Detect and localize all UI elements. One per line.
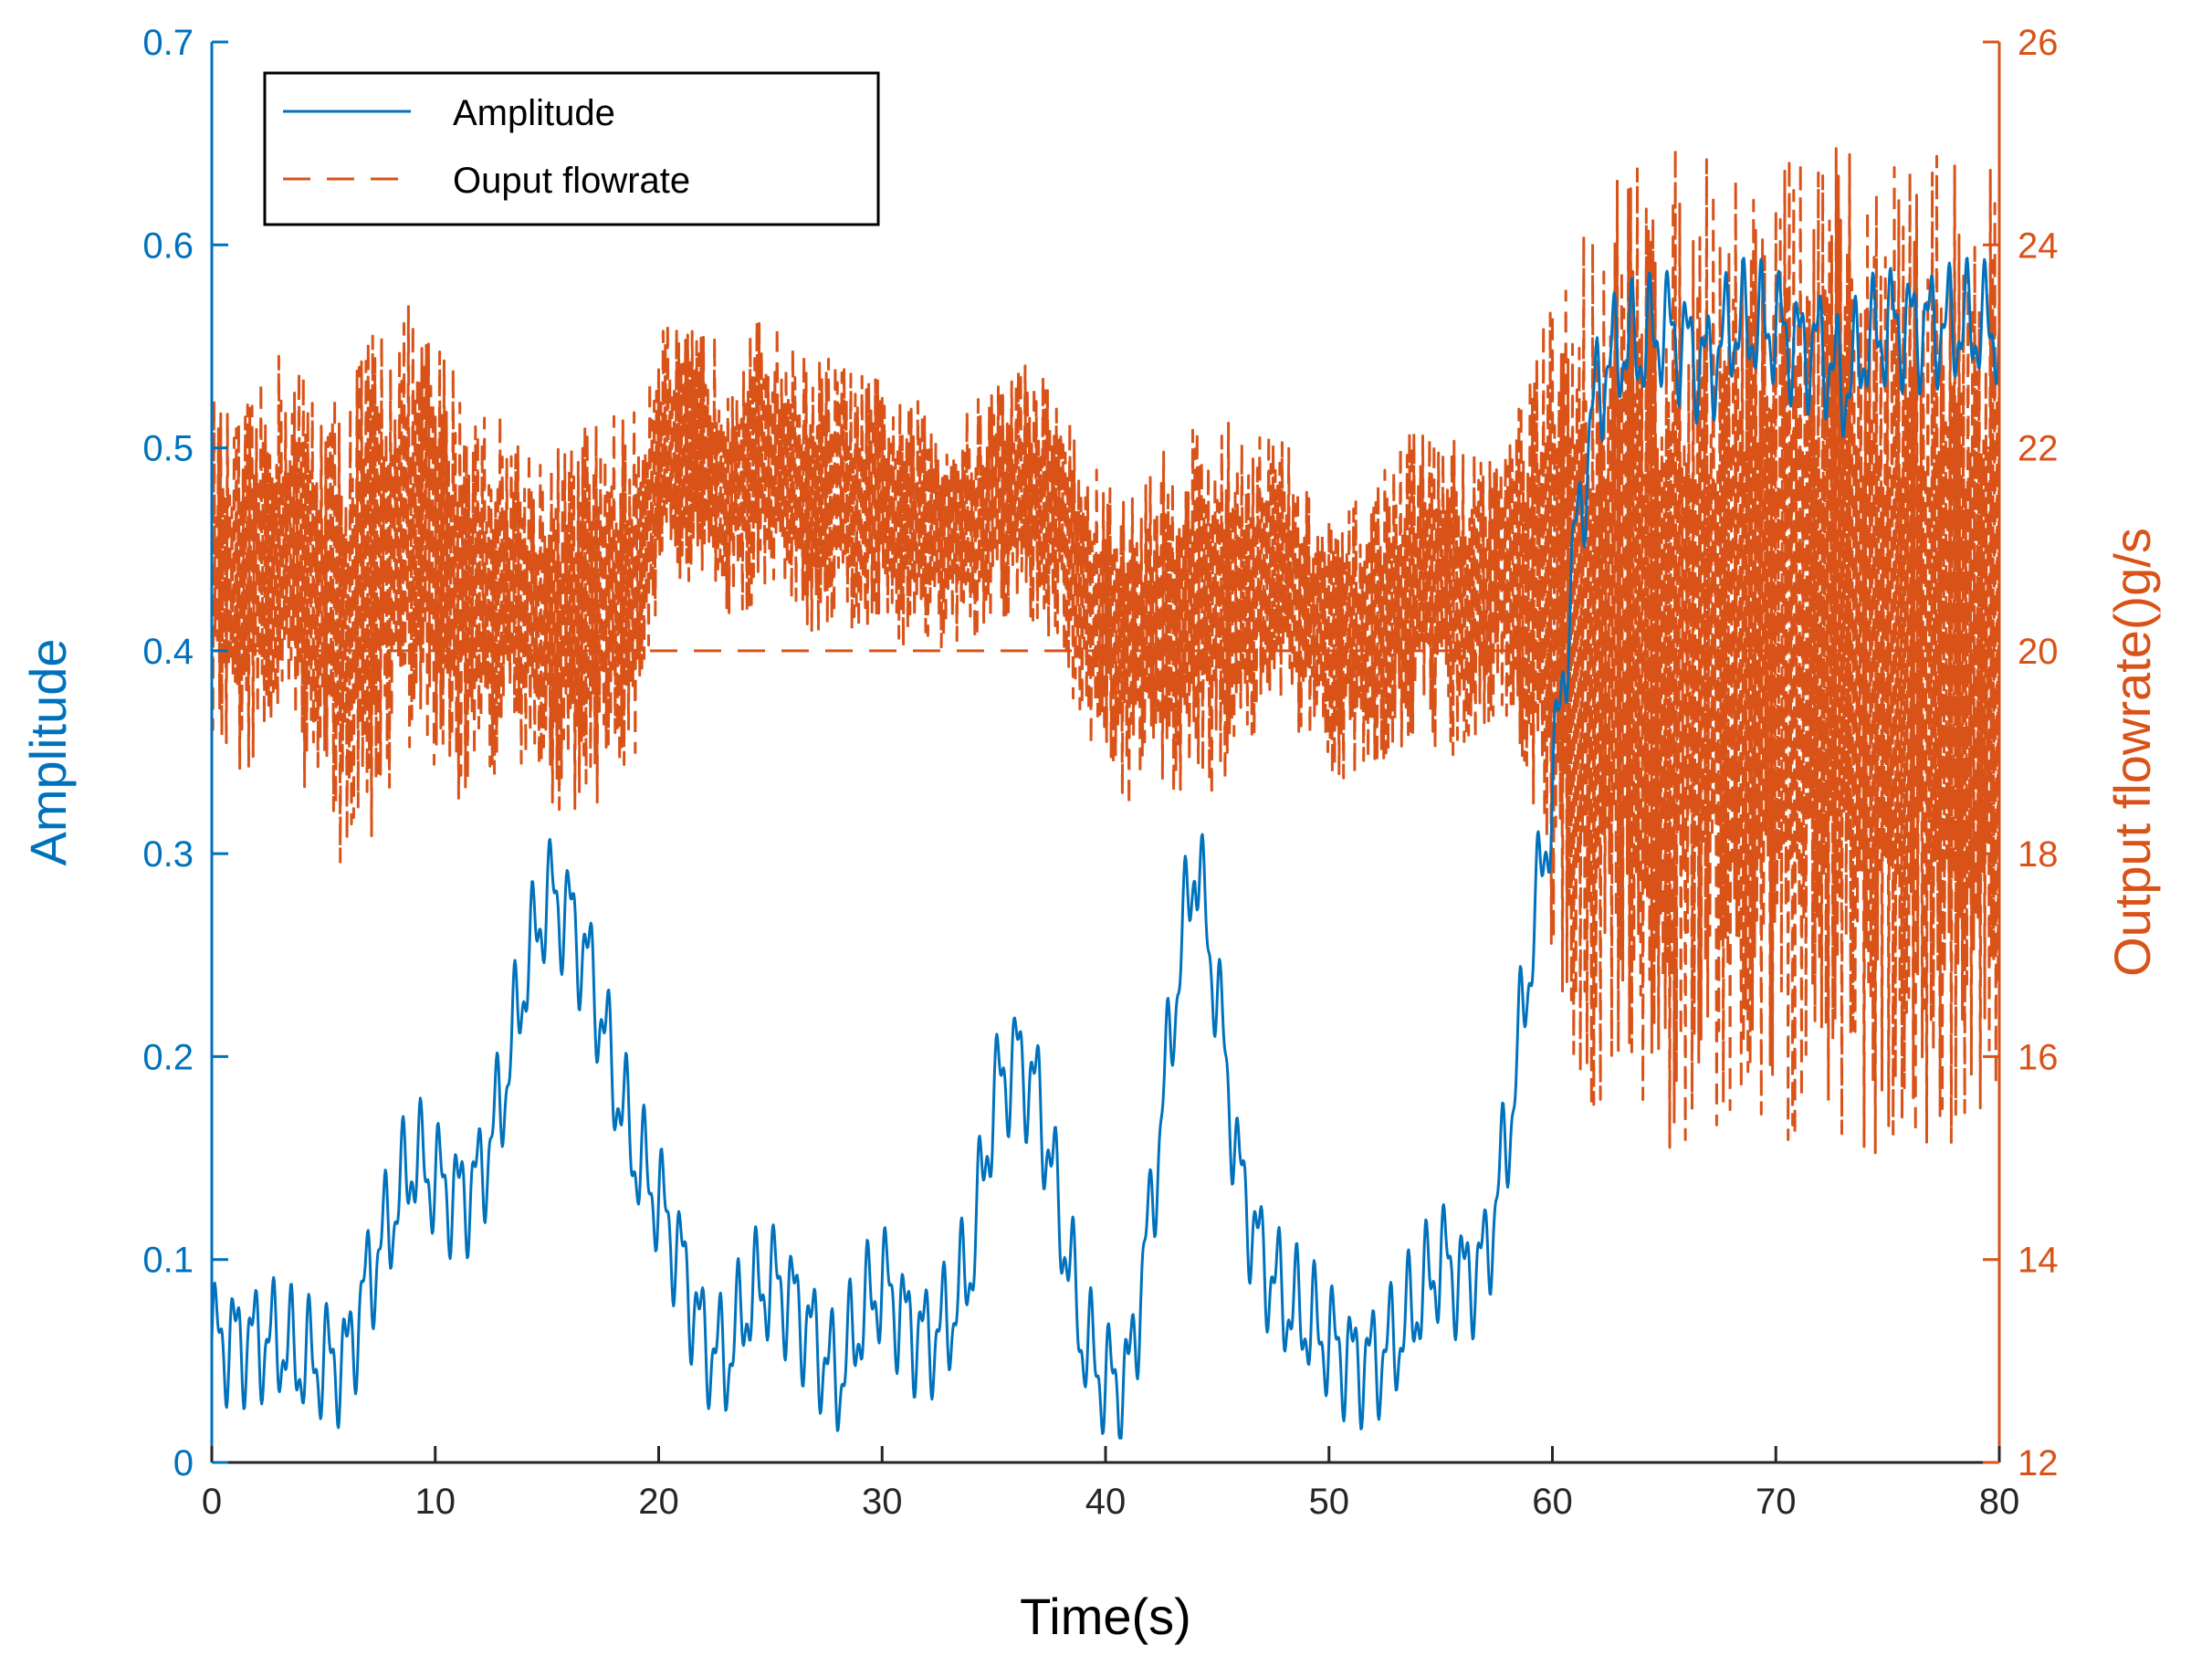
left-y-tick-label: 0.4 bbox=[142, 632, 194, 672]
left-y-tick-label: 0.5 bbox=[142, 429, 194, 469]
x-axis-label: Time(s) bbox=[1020, 1588, 1191, 1645]
ticks-layer: 0 10 20 30 40 50 60 70 80 0 0.1 0.2 0.3 0.4 0.5 0.6 0.7 1… bbox=[142, 23, 2058, 1522]
left-y-tick-label: 0 bbox=[173, 1443, 194, 1483]
legend-label-amplitude: Amplitude bbox=[453, 93, 615, 133]
x-tick-label: 10 bbox=[415, 1482, 456, 1522]
right-y-tick-label: 22 bbox=[2018, 429, 2059, 469]
x-tick-label: 20 bbox=[638, 1482, 679, 1522]
right-y-tick-label: 18 bbox=[2018, 834, 2059, 875]
right-y-tick-label: 12 bbox=[2018, 1443, 2059, 1483]
right-y-tick-label: 20 bbox=[2018, 632, 2059, 672]
x-tick-label: 40 bbox=[1085, 1482, 1127, 1522]
series-amplitude bbox=[210, 257, 2001, 1440]
left-y-tick-label: 0.1 bbox=[142, 1241, 194, 1281]
x-tick-label: 70 bbox=[1756, 1482, 1797, 1522]
legend-box bbox=[263, 71, 880, 226]
left-y-tick-label: 0.6 bbox=[142, 225, 194, 266]
x-tick-label: 80 bbox=[1979, 1482, 2020, 1522]
x-tick-label: 30 bbox=[862, 1482, 903, 1522]
series-output-flowrate bbox=[210, 147, 2001, 1155]
left-y-tick-label: 0.2 bbox=[142, 1037, 194, 1077]
series-layer bbox=[210, 147, 2001, 1440]
x-tick-label: 50 bbox=[1309, 1482, 1350, 1522]
x-tick-label: 0 bbox=[202, 1482, 222, 1522]
left-y-tick-label: 0.3 bbox=[142, 834, 194, 875]
plot-area bbox=[212, 42, 1999, 1462]
x-tick-label: 60 bbox=[1532, 1482, 1573, 1522]
left-y-tick-label: 0.7 bbox=[142, 23, 194, 63]
legend-label-output-flowrate: Ouput flowrate bbox=[453, 161, 690, 201]
right-y-tick-label: 14 bbox=[2018, 1241, 2059, 1281]
left-y-axis-label: Amplitude bbox=[19, 638, 77, 865]
right-y-axis-label: Output flowrate()g/s bbox=[2103, 528, 2161, 977]
legend: Amplitude Ouput flowrate bbox=[263, 71, 880, 226]
right-y-tick-label: 26 bbox=[2018, 23, 2059, 63]
right-y-tick-label: 24 bbox=[2018, 225, 2059, 266]
right-y-tick-label: 16 bbox=[2018, 1037, 2059, 1077]
